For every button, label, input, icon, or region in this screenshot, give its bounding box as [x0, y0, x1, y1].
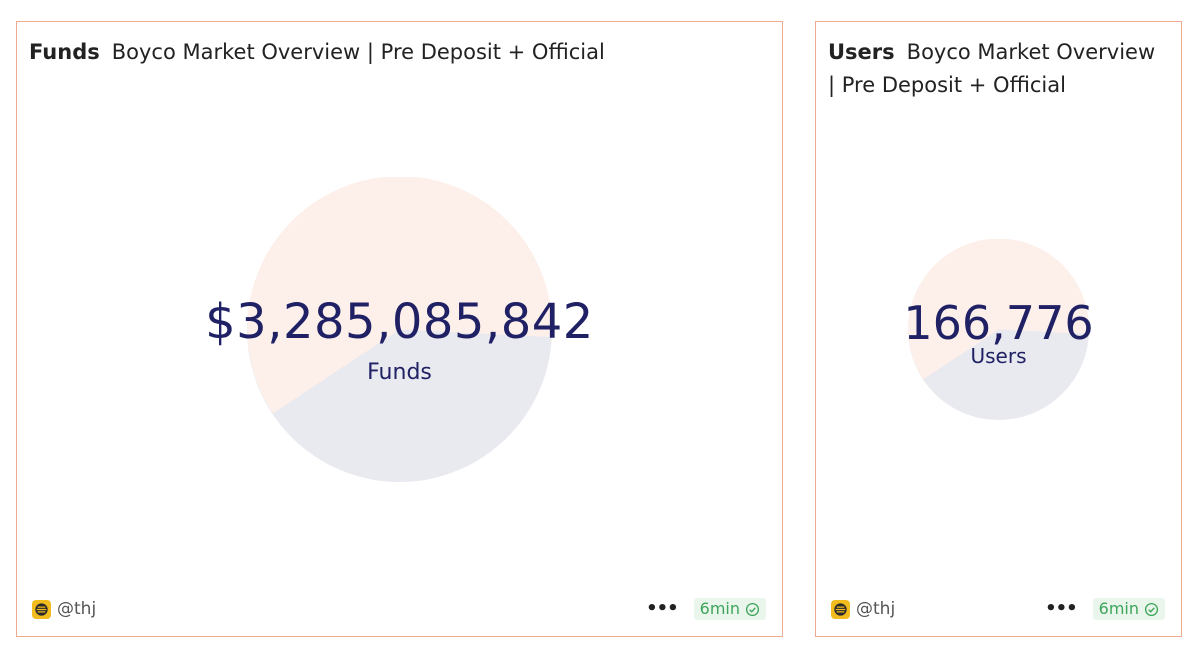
- background-pie: [908, 239, 1089, 420]
- bear-avatar-icon: [831, 599, 850, 619]
- counter-value: 166,776: [903, 296, 1094, 350]
- card-meta: ••• 6min: [640, 598, 766, 620]
- card-title-text: Boyco Market Overview | Pre Deposit + Of…: [828, 40, 1156, 97]
- more-horizontal-icon[interactable]: •••: [1045, 598, 1078, 619]
- pie-chart: [247, 177, 552, 482]
- funds-card: Funds Boyco Market Overview | Pre Deposit…: [16, 21, 783, 637]
- card-meta: ••• 6min: [1039, 598, 1165, 620]
- card-title-strong: Users: [828, 40, 895, 64]
- card-footer: @thj ••• 6min: [831, 597, 1165, 621]
- pie-chart: [908, 239, 1089, 420]
- freshness-text: 6min: [699, 599, 740, 618]
- counter-value: $3,285,085,842: [205, 294, 594, 350]
- author-name: @thj: [856, 599, 896, 619]
- freshness-badge: 6min: [1092, 598, 1165, 620]
- bear-avatar-icon: [32, 599, 51, 619]
- check-circle-icon: [745, 602, 760, 616]
- freshness-text: 6min: [1098, 599, 1139, 618]
- pie-slice-primary: [247, 177, 552, 414]
- author-link[interactable]: @thj: [32, 599, 96, 619]
- counter-label: Users: [970, 344, 1027, 368]
- card-title: Users Boyco Market Overview | Pre Deposit…: [828, 36, 1165, 102]
- card-title-text: Boyco Market Overview | Pre Deposit + Of…: [111, 40, 605, 64]
- author-name: @thj: [57, 599, 97, 619]
- check-circle-icon: [1144, 602, 1159, 616]
- users-card: Users Boyco Market Overview | Pre Deposit…: [815, 21, 1182, 637]
- background-pie: [247, 177, 552, 482]
- card-title: Funds Boyco Market Overview | Pre Deposit…: [29, 36, 766, 69]
- card-footer: @thj ••• 6min: [32, 597, 766, 621]
- author-link[interactable]: @thj: [831, 599, 895, 619]
- freshness-badge: 6min: [693, 598, 766, 620]
- counter-label: Funds: [367, 360, 432, 385]
- card-title-strong: Funds: [29, 40, 100, 64]
- pie-slice-primary: [908, 239, 1089, 380]
- more-horizontal-icon[interactable]: •••: [646, 598, 679, 619]
